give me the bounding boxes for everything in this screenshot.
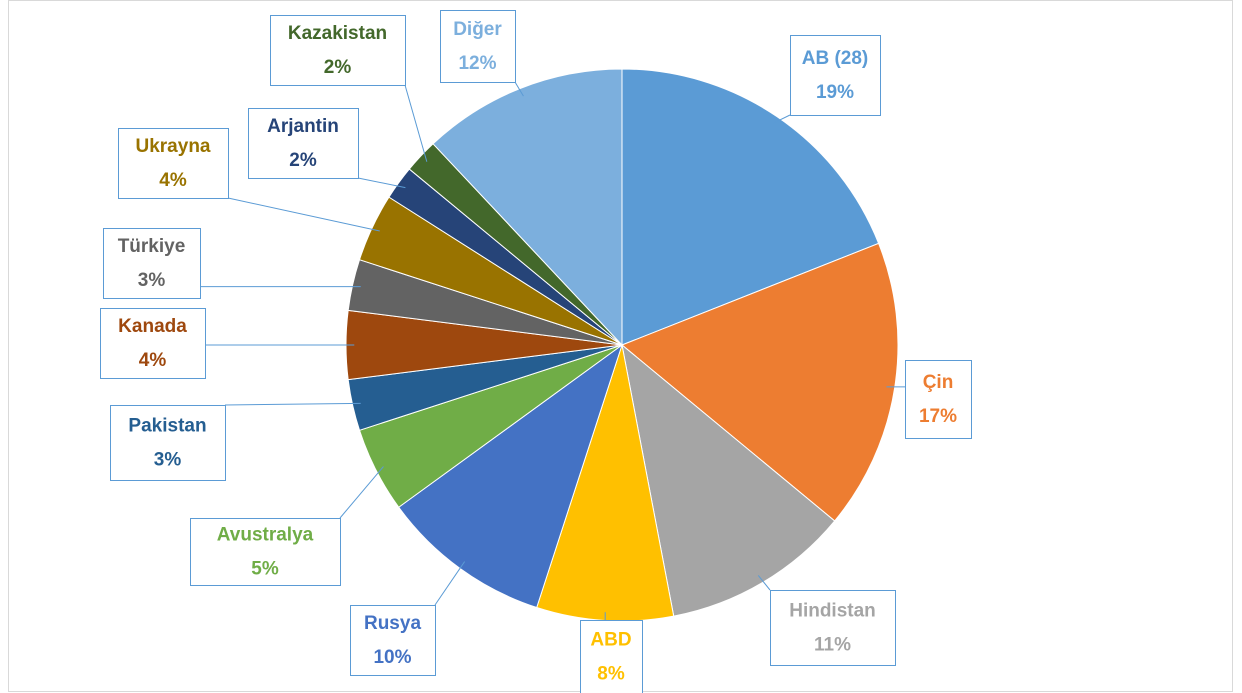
label-box bbox=[270, 15, 406, 86]
slice-value: 4% bbox=[159, 170, 187, 191]
slice-label: Türkiye bbox=[118, 236, 186, 257]
label-box bbox=[103, 228, 201, 299]
slice-value: 5% bbox=[251, 559, 279, 580]
slice-label: Ukrayna bbox=[136, 136, 211, 157]
slice-label: Kazakistan bbox=[288, 23, 387, 44]
label-box bbox=[190, 518, 341, 586]
slice-label: Hindistan bbox=[789, 601, 876, 622]
slice-label: Çin bbox=[923, 372, 954, 393]
label-box bbox=[110, 405, 226, 481]
leader-line bbox=[772, 114, 791, 125]
slice-label: Kanada bbox=[118, 316, 187, 337]
slice-label: AB (28) bbox=[802, 48, 869, 69]
slice-value: 11% bbox=[814, 635, 851, 656]
slice-value: 19% bbox=[816, 82, 854, 103]
label-box bbox=[790, 35, 881, 116]
slice-label: Avustralya bbox=[217, 525, 314, 546]
slice-label: Arjantin bbox=[267, 116, 339, 137]
pie-slice bbox=[621, 242, 899, 522]
slice-label: Rusya bbox=[364, 613, 421, 634]
pie-slice bbox=[621, 68, 880, 346]
leader-line bbox=[514, 81, 524, 97]
leaders bbox=[200, 81, 905, 620]
label-box bbox=[440, 10, 516, 83]
slice-value: 3% bbox=[138, 270, 166, 291]
leader-line bbox=[339, 466, 384, 519]
label-box bbox=[248, 108, 359, 179]
label-box bbox=[770, 590, 896, 666]
leader-line bbox=[434, 561, 466, 606]
slice-value: 12% bbox=[458, 53, 496, 74]
label-box bbox=[350, 605, 436, 676]
slice-label: Pakistan bbox=[128, 416, 206, 437]
label-box bbox=[580, 620, 643, 693]
slice-label: Diğer bbox=[453, 19, 502, 40]
label-box bbox=[118, 128, 229, 199]
leader-line bbox=[357, 177, 406, 189]
leader-line bbox=[227, 197, 380, 232]
pie-slice bbox=[621, 343, 836, 617]
labels: AB (28) 19% Çin 17% Hindistan 11% ABD 8% Rusya 10… bbox=[100, 10, 972, 693]
label-box bbox=[100, 308, 206, 379]
slice-value: 4% bbox=[139, 350, 167, 371]
leader-line bbox=[404, 84, 428, 162]
leader-line bbox=[224, 402, 361, 406]
pie-slice bbox=[432, 68, 623, 347]
slice-value: 10% bbox=[373, 647, 411, 668]
slice-value: 2% bbox=[289, 150, 317, 171]
slice-value: 8% bbox=[597, 664, 625, 685]
label-box bbox=[905, 360, 972, 439]
slice-value: 17% bbox=[919, 406, 957, 427]
slice-value: 3% bbox=[154, 450, 182, 471]
slice-value: 2% bbox=[324, 57, 352, 78]
slices bbox=[345, 68, 899, 622]
leader-line bbox=[757, 575, 771, 591]
slice-label: ABD bbox=[590, 630, 631, 651]
